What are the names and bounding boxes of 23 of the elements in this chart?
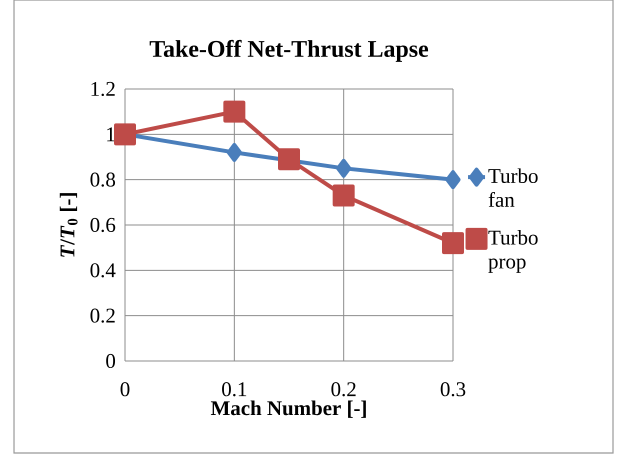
y-tick-label: 0.6 xyxy=(90,218,116,232)
point xyxy=(278,148,300,170)
y-tick-label: 0.4 xyxy=(90,263,116,278)
point xyxy=(336,158,352,178)
legend-label: Turbo prop xyxy=(488,230,538,273)
chart-title: Take-Off Net-Thrust Lapse xyxy=(150,40,428,62)
x-tick-label: 0.2 xyxy=(331,382,356,396)
x-tick-label: 0 xyxy=(120,382,130,396)
point xyxy=(223,100,246,123)
legend-label: Turbo fan xyxy=(488,168,538,207)
point xyxy=(226,142,242,162)
x-tick-label: 0.3 xyxy=(440,382,466,396)
y-tick-label: 0 xyxy=(106,354,116,368)
x-axis-title: Mach Number [-] xyxy=(210,400,366,418)
point xyxy=(445,170,461,190)
y-tick-label: 1 xyxy=(107,127,115,142)
y-tick-label: 0.8 xyxy=(90,172,116,187)
point xyxy=(332,184,355,207)
point xyxy=(114,123,136,146)
x-tick-label: 0.1 xyxy=(222,382,246,396)
point xyxy=(442,232,464,254)
y-tick-label: 0.2 xyxy=(90,308,115,323)
y-tick-label: 1.2 xyxy=(92,82,115,96)
